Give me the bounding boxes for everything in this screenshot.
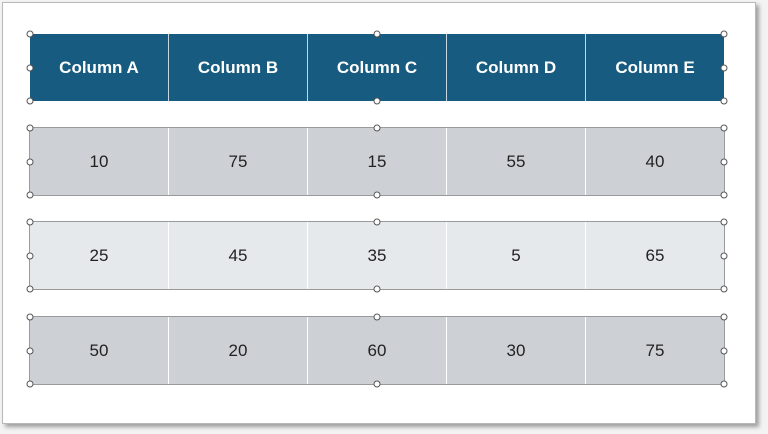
selection-handle[interactable] [720,97,728,105]
selection-handle[interactable] [373,285,381,293]
header-cell: Column B [169,34,308,101]
table-row[interactable]: 10 75 15 55 40 [29,127,725,196]
selection-handle[interactable] [720,64,728,71]
table-cell: 60 [308,317,447,384]
table-cell: 75 [169,128,308,195]
selection-handle[interactable] [720,313,728,321]
header-cell: Column D [447,34,586,101]
table-cell: 45 [169,222,308,289]
table-cell: 20 [169,317,308,384]
header-row[interactable]: Column A Column B Column C Column D Column E [30,34,724,101]
selection-handle[interactable] [26,252,34,259]
selection-handle[interactable] [720,30,728,38]
selection-handle[interactable] [720,124,728,132]
selection-handle[interactable] [26,97,34,105]
header-cell: Column A [30,34,169,101]
selection-handle[interactable] [373,380,381,388]
selection-handle[interactable] [373,30,381,38]
selection-handle[interactable] [720,347,728,354]
selection-handle[interactable] [26,313,34,321]
table-row[interactable]: 25 45 35 5 65 [29,221,725,290]
selection-handle[interactable] [26,191,34,199]
selection-handle[interactable] [720,285,728,293]
header-cell: Column C [308,34,447,101]
selection-handle[interactable] [373,313,381,321]
table-cell: 15 [308,128,447,195]
selection-handle[interactable] [26,124,34,132]
selection-handle[interactable] [373,218,381,226]
selection-handle[interactable] [720,191,728,199]
selection-handle[interactable] [720,158,728,165]
selection-handle[interactable] [720,218,728,226]
table-cell: 75 [645,340,665,360]
table-cell: 40 [645,151,665,171]
selection-handle[interactable] [26,64,34,71]
slide: Column A Column B Column C Column D Column E… [2,2,756,424]
selection-handle[interactable] [26,347,34,354]
selection-handle[interactable] [26,218,34,226]
selection-handle[interactable] [26,158,34,165]
header-cell: Column E [615,57,695,77]
table-cell: 5 [447,222,586,289]
table-row[interactable]: 50 20 60 30 75 [29,316,725,385]
selection-handle[interactable] [26,380,34,388]
selection-handle[interactable] [373,97,381,105]
selection-handle[interactable] [720,252,728,259]
table-cell: 25 [30,222,169,289]
table-cell: 10 [30,128,169,195]
selection-handle[interactable] [720,380,728,388]
table-cell: 30 [447,317,586,384]
table-cell: 55 [447,128,586,195]
table-cell: 50 [30,317,169,384]
selection-handle[interactable] [26,30,34,38]
selection-handle[interactable] [26,285,34,293]
table-cell: 35 [308,222,447,289]
table-cell: 65 [645,245,665,265]
selection-handle[interactable] [373,191,381,199]
selection-handle[interactable] [373,124,381,132]
